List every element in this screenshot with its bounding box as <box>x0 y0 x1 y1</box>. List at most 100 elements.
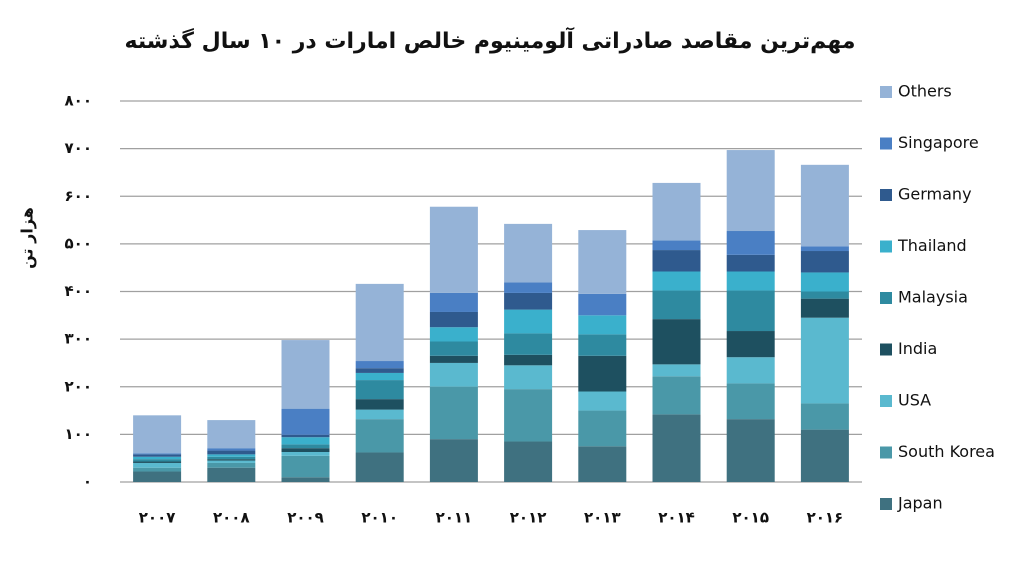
bar-segment <box>281 451 330 456</box>
legend-swatch <box>880 189 892 201</box>
legend-swatch <box>880 343 892 356</box>
bar-segment <box>281 437 330 445</box>
bar-segment <box>207 460 256 463</box>
bar-segment <box>504 441 553 482</box>
bar-segment <box>133 456 182 460</box>
bar-segment <box>578 446 627 482</box>
bar-segment <box>429 355 478 363</box>
bar-segment <box>207 454 256 457</box>
bar-segment <box>652 414 701 482</box>
bar-segment <box>281 340 330 409</box>
bar-segment <box>578 293 627 316</box>
bar-segment <box>429 362 478 387</box>
bar-segment <box>504 292 553 310</box>
bar-segment <box>800 291 849 299</box>
chart-title: مهم‌ترین مقاصد صادراتی آلومینیوم خالص ام… <box>124 26 855 54</box>
bar-segment <box>800 429 849 482</box>
bar-segment <box>800 403 849 430</box>
legend-label: USA <box>898 391 931 410</box>
legend-label: India <box>898 339 937 358</box>
bar-segment <box>429 341 478 356</box>
bar-segment <box>578 391 627 411</box>
bar-segment <box>504 282 553 293</box>
legend-swatch <box>880 446 892 459</box>
bar-segment <box>800 246 849 252</box>
bar-segment <box>133 467 182 472</box>
bar-segment <box>652 364 701 377</box>
bar-segment <box>652 250 701 272</box>
legend-swatch <box>880 292 892 304</box>
bar-segment <box>429 311 478 328</box>
bar-segment <box>355 409 404 420</box>
bar-segment <box>800 272 849 292</box>
bar-segment <box>207 467 256 482</box>
bar-segment <box>726 419 775 482</box>
bar-segment <box>355 419 404 453</box>
bar-segment <box>355 283 404 362</box>
legend-label: Others <box>898 82 952 101</box>
bar-segment <box>429 292 478 312</box>
legend-label: Singapore <box>898 133 979 152</box>
bar-segment <box>207 456 256 460</box>
bar-segment <box>578 334 627 356</box>
bar-segment <box>355 399 404 410</box>
bar-segment <box>281 448 330 452</box>
y-tick-label: ۲۰۰ <box>65 377 92 395</box>
bar-segment <box>504 223 553 283</box>
bar-segment <box>207 420 256 449</box>
bar-segment <box>133 415 182 454</box>
x-tick-label: ۲۰۱۱ <box>436 509 473 527</box>
bar-segment <box>133 462 182 468</box>
x-tick-label: ۲۰۱۵ <box>732 509 769 527</box>
bar-segment <box>207 462 256 468</box>
bar-segment <box>578 315 627 335</box>
bar-segment <box>207 450 256 455</box>
legend-swatch <box>880 240 892 253</box>
legend-label: Malaysia <box>898 288 968 307</box>
legend-swatch <box>880 137 892 150</box>
bar-segment <box>355 372 404 381</box>
x-tick-label: ۲۰۰۸ <box>213 509 250 527</box>
y-tick-label: ۸۰۰ <box>65 92 92 110</box>
bar-segment <box>578 230 627 294</box>
bar-segment <box>578 410 627 447</box>
y-tick-label: ۷۰۰ <box>65 139 92 157</box>
bar-segment <box>652 240 701 251</box>
x-tick-label: ۲۰۱۴ <box>658 509 695 527</box>
bar-segment <box>726 383 775 420</box>
bar-segment <box>652 182 701 241</box>
bar-segment <box>726 290 775 332</box>
y-tick-label: ۱۰۰ <box>65 425 92 443</box>
legend-label: Thailand <box>897 236 967 255</box>
x-tick-label: ۲۰۱۰ <box>361 509 398 527</box>
bar-segment <box>504 389 553 442</box>
bar-segment <box>504 309 553 334</box>
bar-segment <box>429 386 478 440</box>
legend-swatch <box>880 86 892 98</box>
bar-segment <box>133 459 182 462</box>
bar-segment <box>207 459 256 461</box>
bar-segment <box>133 453 182 455</box>
bar-segment <box>726 231 775 255</box>
bar-segment <box>652 376 701 415</box>
bar-segment <box>800 317 849 404</box>
bar-segment <box>504 365 553 390</box>
x-tick-label: ۲۰۰۷ <box>139 509 176 527</box>
bar-segment <box>726 331 775 358</box>
y-tick-label: ۶۰۰ <box>65 187 92 205</box>
legend-swatch <box>880 395 892 407</box>
y-tick-label: ۰ <box>83 473 92 491</box>
bar-segment <box>355 452 404 482</box>
legend-label: Germany <box>898 185 972 204</box>
bar-segment <box>800 164 849 247</box>
x-tick-label: ۲۰۱۳ <box>584 509 621 527</box>
legend-label: Japan <box>897 494 943 513</box>
bar-segment <box>504 333 553 355</box>
x-tick-label: ۲۰۰۹ <box>287 509 324 527</box>
legend-label: South Korea <box>898 442 995 461</box>
bar-segment <box>800 298 849 318</box>
bar-segment <box>652 290 701 320</box>
bar-segment <box>504 354 553 366</box>
bar-segment <box>133 461 182 463</box>
bar-segment <box>429 206 478 293</box>
